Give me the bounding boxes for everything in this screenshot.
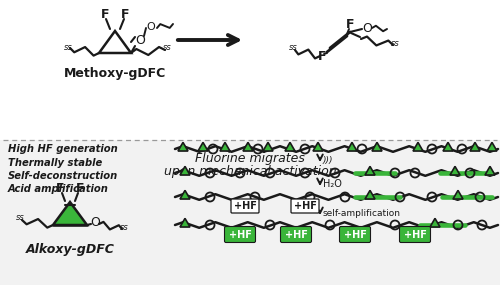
Polygon shape	[430, 218, 440, 227]
Text: Alkoxy-gDFC: Alkoxy-gDFC	[26, 243, 115, 255]
Polygon shape	[365, 190, 375, 199]
Text: self-amplification: self-amplification	[323, 209, 401, 217]
Polygon shape	[372, 142, 382, 151]
FancyBboxPatch shape	[340, 227, 370, 243]
Text: +HF: +HF	[228, 229, 252, 239]
Text: +HF: +HF	[234, 201, 256, 211]
Polygon shape	[453, 190, 463, 199]
Text: Methoxy-gDFC: Methoxy-gDFC	[64, 66, 166, 80]
Text: +HF: +HF	[294, 201, 316, 211]
Polygon shape	[180, 190, 190, 199]
Text: O: O	[90, 217, 100, 229]
FancyBboxPatch shape	[400, 227, 430, 243]
Polygon shape	[180, 166, 190, 175]
FancyBboxPatch shape	[291, 199, 319, 213]
Text: upon mechanical activation: upon mechanical activation	[164, 165, 336, 178]
FancyBboxPatch shape	[231, 199, 259, 213]
Text: H₂O: H₂O	[323, 179, 342, 189]
Text: ss: ss	[64, 42, 72, 52]
Polygon shape	[178, 142, 188, 151]
Text: High HF generation: High HF generation	[8, 144, 118, 154]
Text: Fluorine migrates: Fluorine migrates	[195, 152, 305, 165]
Text: O: O	[146, 22, 156, 32]
Text: O: O	[135, 34, 145, 46]
Text: ss: ss	[16, 213, 24, 223]
Polygon shape	[313, 142, 323, 151]
Polygon shape	[198, 142, 208, 151]
Text: F: F	[101, 9, 109, 21]
Polygon shape	[470, 142, 480, 151]
Text: Self-deconstruction: Self-deconstruction	[8, 171, 118, 181]
Text: F: F	[76, 182, 84, 196]
Text: F: F	[56, 182, 64, 196]
Text: ss: ss	[288, 44, 298, 52]
Text: Acid amplification: Acid amplification	[8, 184, 109, 194]
Polygon shape	[263, 142, 273, 151]
Polygon shape	[243, 142, 253, 151]
Polygon shape	[180, 218, 190, 227]
FancyBboxPatch shape	[224, 227, 256, 243]
Text: ss: ss	[390, 40, 400, 48]
Text: ss: ss	[120, 223, 128, 231]
Polygon shape	[53, 202, 87, 225]
Text: F: F	[318, 50, 326, 62]
Polygon shape	[285, 142, 295, 151]
Text: F: F	[346, 19, 354, 32]
Polygon shape	[347, 142, 357, 151]
Polygon shape	[365, 166, 375, 175]
Polygon shape	[450, 166, 460, 175]
Polygon shape	[99, 31, 131, 53]
Polygon shape	[220, 142, 230, 151]
Polygon shape	[485, 166, 495, 175]
Text: ))): )))	[323, 156, 336, 164]
Text: ss: ss	[162, 44, 172, 52]
Text: O: O	[362, 21, 372, 34]
Bar	[0, 140, 500, 285]
Text: +HF: +HF	[344, 229, 366, 239]
Polygon shape	[413, 142, 423, 151]
Text: Thermally stable: Thermally stable	[8, 158, 102, 168]
FancyBboxPatch shape	[280, 227, 312, 243]
Polygon shape	[443, 142, 453, 151]
Text: +HF: +HF	[404, 229, 426, 239]
Polygon shape	[487, 142, 497, 151]
Text: F: F	[121, 9, 129, 21]
Text: +HF: +HF	[284, 229, 308, 239]
